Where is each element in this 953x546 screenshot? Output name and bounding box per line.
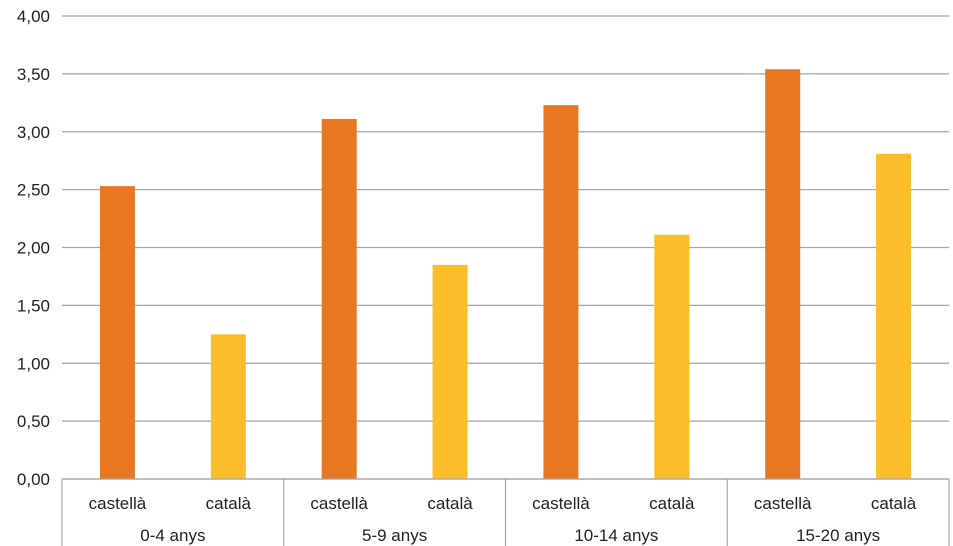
x-category-label: castellà bbox=[310, 494, 368, 513]
bar-10-14-anys-castellà bbox=[543, 105, 579, 479]
y-axis-tick-labels: 0,00 0,50 1,00 1,50 2,00 2,50 3,00 3,50 4,00 bbox=[17, 7, 50, 489]
bars bbox=[99, 69, 912, 480]
y-tick-label: 3,00 bbox=[17, 123, 50, 142]
x-category-label: català bbox=[427, 494, 473, 513]
x-category-label: català bbox=[206, 494, 252, 513]
y-tick-label: 0,50 bbox=[17, 412, 50, 431]
bar-5-9-anys-castellà bbox=[321, 119, 357, 479]
bar-0-4-anys-català bbox=[210, 334, 246, 479]
x-category-label: castellà bbox=[754, 494, 812, 513]
y-tick-label: 4,00 bbox=[17, 7, 50, 26]
x-category-label: català bbox=[871, 494, 917, 513]
y-tick-label: 1,00 bbox=[17, 354, 50, 373]
y-tick-label: 2,50 bbox=[17, 181, 50, 200]
x-group-label: 5-9 anys bbox=[362, 526, 427, 545]
x-category-label: castellà bbox=[532, 494, 590, 513]
y-tick-label: 0,00 bbox=[17, 470, 50, 489]
y-tick-label: 2,00 bbox=[17, 239, 50, 258]
x-group-label: 15-20 anys bbox=[796, 526, 880, 545]
bar-15-20-anys-castellà bbox=[765, 69, 801, 480]
y-tick-label: 1,50 bbox=[17, 296, 50, 315]
gridlines bbox=[62, 15, 949, 480]
bar-0-4-anys-castellà bbox=[99, 186, 135, 479]
bar-5-9-anys-català bbox=[432, 264, 468, 479]
bar-15-20-anys-català bbox=[876, 153, 912, 479]
x-category-label: català bbox=[649, 494, 695, 513]
x-category-label: castellà bbox=[89, 494, 147, 513]
y-tick-label: 3,50 bbox=[17, 65, 50, 84]
x-group-label: 10-14 anys bbox=[574, 526, 658, 545]
bar-10-14-anys-català bbox=[654, 234, 690, 479]
x-group-label: 0-4 anys bbox=[140, 526, 205, 545]
